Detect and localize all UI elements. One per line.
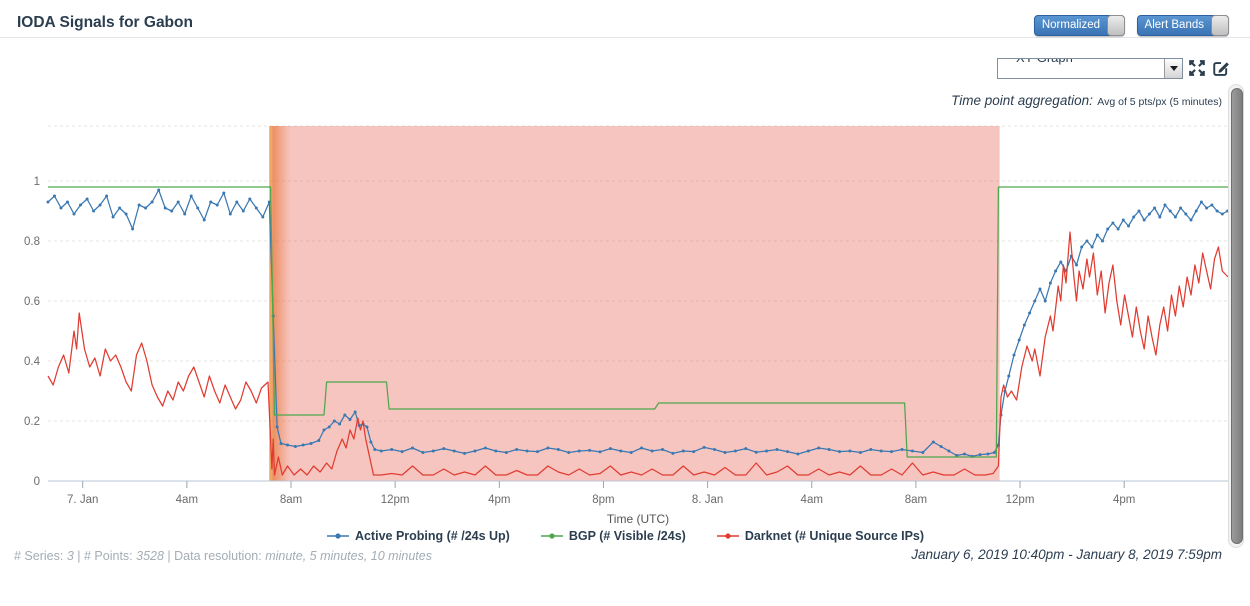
legend-marker [326, 533, 349, 539]
series-label: # Series: [14, 549, 64, 563]
aggregation-label: Time point aggregation: [951, 93, 1093, 108]
resolution-label: Data resolution: [174, 549, 262, 563]
svg-text:8am: 8am [280, 494, 302, 506]
svg-text:4pm: 4pm [1113, 494, 1135, 506]
toggle-knob[interactable] [1211, 15, 1229, 36]
graph-type-select[interactable]: XY Graph [997, 58, 1183, 79]
edit-pencil-icon [1213, 62, 1229, 76]
series-line-1 [48, 186, 1228, 458]
vertical-scrollbar-thumb[interactable] [1231, 88, 1243, 544]
x-axis-labels: 7. Jan 4am 8am 12pm 4pm 8pm 8. Jan 4am 8am 12pm 4p… [67, 494, 1135, 506]
resolution-value: minute, 5 minutes, 10 minutes [265, 549, 432, 563]
svg-text:12pm: 12pm [381, 494, 410, 506]
svg-text:1: 1 [34, 176, 40, 188]
chart-stats: # Series: 3 | # Points: 3528 | Data reso… [14, 549, 432, 563]
normalized-toggle-label: Normalized [1041, 19, 1100, 31]
vertical-scrollbar-track[interactable] [1228, 84, 1244, 548]
x-axis-title: Time (UTC) [607, 512, 669, 526]
alert-bands-toggle[interactable]: Alert Bands [1136, 15, 1229, 36]
legend-item: Darknet (# Unique Source IPs) [716, 529, 924, 543]
select-dropdown-arrow-icon[interactable] [1164, 59, 1182, 78]
svg-text:0.2: 0.2 [24, 416, 40, 428]
header-divider [0, 37, 1250, 38]
alert-band [272, 126, 1000, 481]
normalized-toggle[interactable]: Normalized [1033, 15, 1125, 36]
series-line-2 [47, 231, 1229, 476]
series-value: 3 [66, 549, 74, 563]
legend-item: BGP (# Visible /24s) [540, 529, 686, 543]
legend-label: BGP (# Visible /24s) [568, 529, 686, 543]
svg-text:4am: 4am [176, 494, 198, 506]
date-range: January 6, 2019 10:40pm - January 8, 201… [911, 547, 1222, 562]
points-label: # Points: [84, 549, 133, 563]
x-axis-ticks [82, 481, 1125, 488]
svg-text:8am: 8am [905, 494, 927, 506]
legend-item: Active Probing (# /24s Up) [326, 529, 510, 543]
edit-chart-button[interactable] [1212, 59, 1230, 77]
svg-text:0.4: 0.4 [24, 356, 41, 368]
y-axis-labels: 0 0.2 0.4 0.6 0.8 1 [24, 176, 41, 488]
graph-type-value: XY Graph [998, 59, 1164, 78]
separator: | [77, 549, 81, 563]
svg-text:8. Jan: 8. Jan [692, 494, 723, 506]
legend-label: Darknet (# Unique Source IPs) [744, 529, 925, 543]
separator: | [167, 549, 171, 563]
svg-text:0.6: 0.6 [24, 296, 40, 308]
legend-marker [716, 533, 739, 539]
aggregation-value: Avg of 5 pts/px (5 minutes) [1097, 96, 1222, 108]
alert-bands-toggle-label: Alert Bands [1144, 19, 1204, 31]
svg-text:12pm: 12pm [1006, 494, 1035, 506]
expand-arrows-icon [1189, 60, 1205, 76]
page-title: IODA Signals for Gabon [17, 14, 193, 31]
svg-text:0.8: 0.8 [24, 236, 40, 248]
svg-text:4pm: 4pm [488, 494, 510, 506]
chart-legend: Active Probing (# /24s Up) BGP (# Visible… [0, 529, 1250, 543]
points-value: 3528 [136, 549, 164, 563]
time-point-aggregation: Time point aggregation: Avg of 5 pts/px … [951, 92, 1222, 110]
svg-text:4am: 4am [801, 494, 823, 506]
legend-marker [540, 533, 563, 539]
legend-label: Active Probing (# /24s Up) [354, 529, 510, 543]
svg-text:0: 0 [34, 476, 40, 488]
expand-chart-button[interactable] [1188, 59, 1206, 77]
svg-text:7. Jan: 7. Jan [67, 494, 98, 506]
toggle-knob[interactable] [1107, 15, 1125, 36]
svg-text:8pm: 8pm [592, 494, 614, 506]
